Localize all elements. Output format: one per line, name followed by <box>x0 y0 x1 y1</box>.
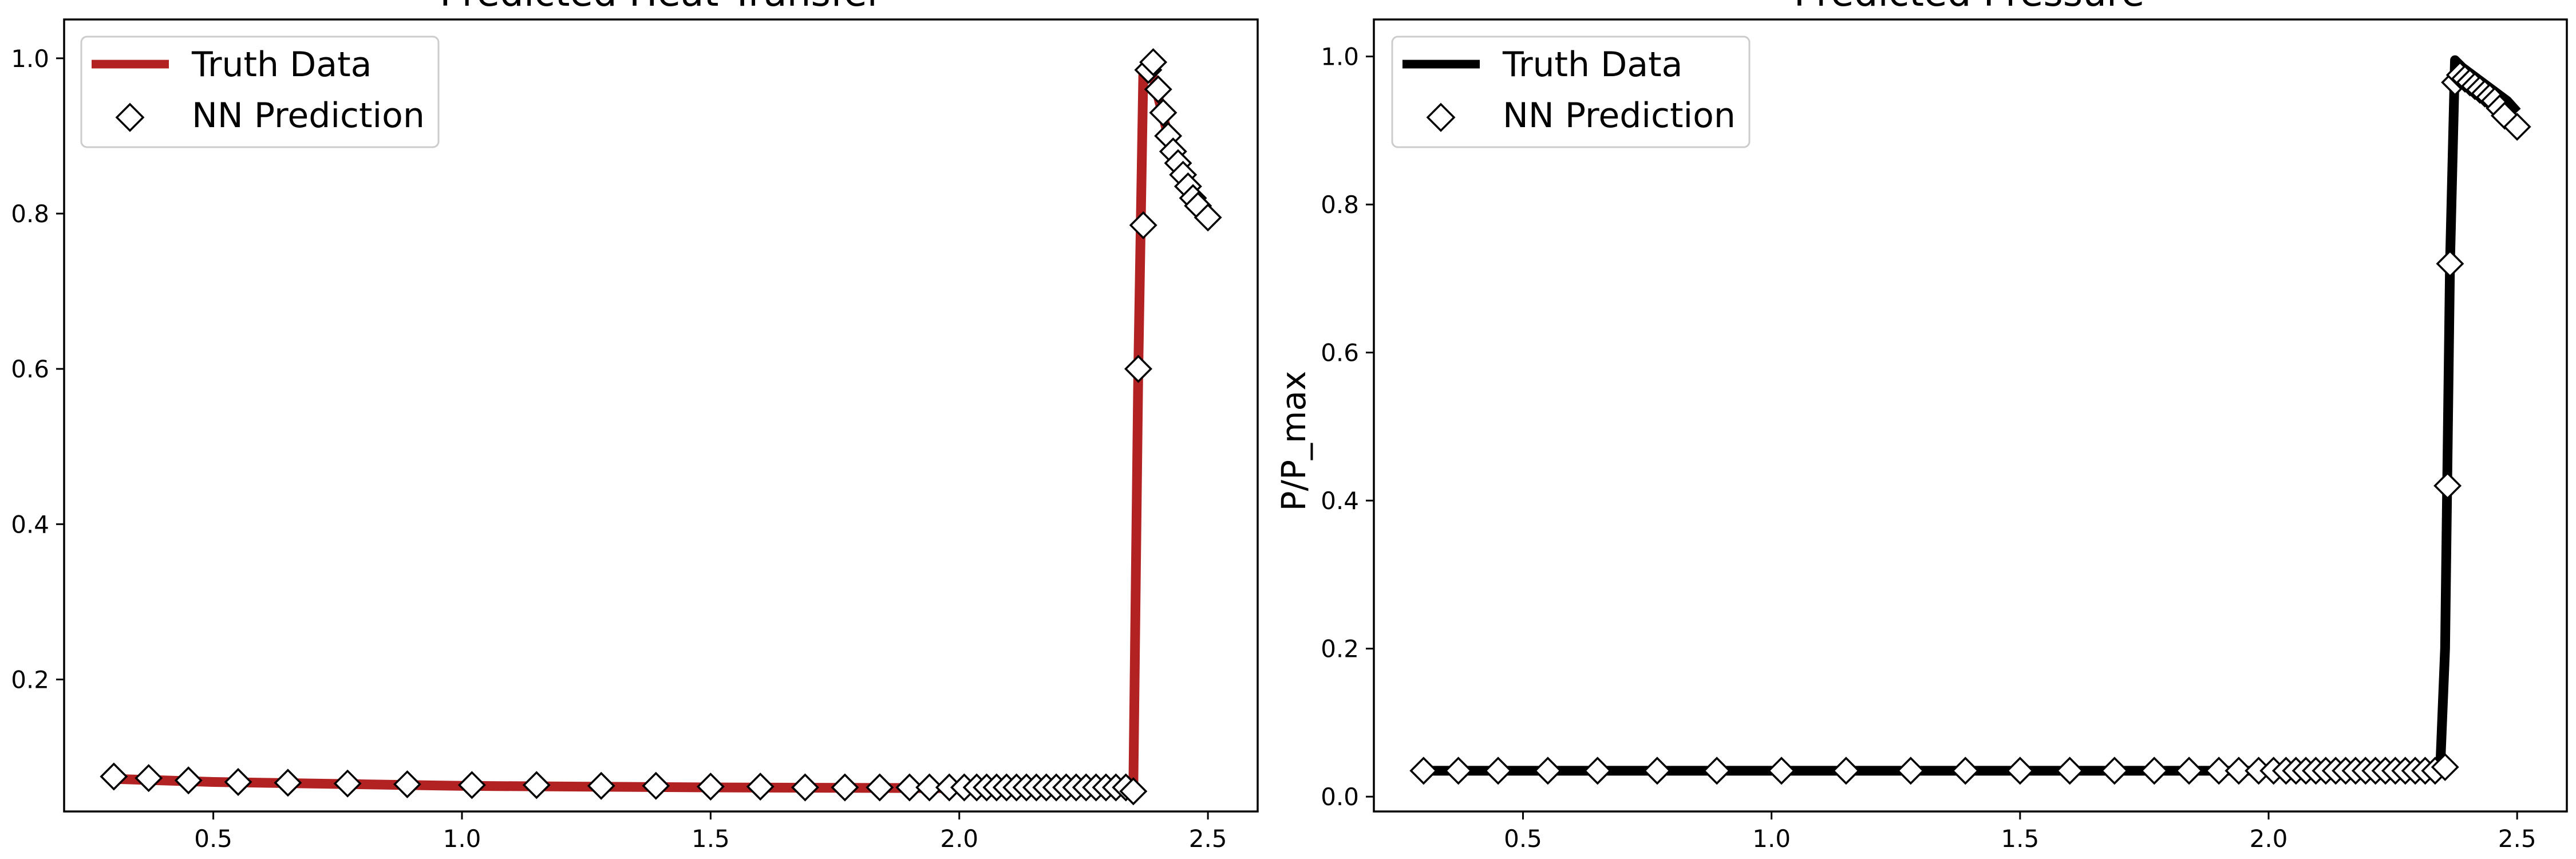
heat-transfer-nn-prediction-point <box>1124 354 1152 383</box>
heat-transfer-nn-prediction-point <box>895 773 924 802</box>
heat-transfer-axes-frame <box>63 18 1259 813</box>
pressure-x-tick-label: 2.0 <box>2250 825 2288 853</box>
pressure-nn-prediction-point <box>1444 756 1473 785</box>
heat-transfer-nn-prediction-point <box>915 773 944 802</box>
pressure-nn-prediction-point <box>2431 752 2459 781</box>
nn-prediction-legend-label: NN Prediction <box>1503 96 1736 136</box>
heat-transfer-nn-prediction-point <box>333 769 362 798</box>
pressure-nn-prediction-point <box>1583 756 1612 785</box>
pressure-y-tick-label: 0.4 <box>1321 487 1359 515</box>
heat-transfer-x-tick-label: 0.5 <box>194 825 232 853</box>
pressure-nn-prediction-point <box>1534 756 1562 785</box>
pressure-nn-prediction-point <box>1484 756 1512 785</box>
pressure-axes-frame <box>1373 18 2568 813</box>
pressure-y-tick-label: 0.6 <box>1321 339 1359 367</box>
pressure-nn-prediction-point <box>1767 756 1796 785</box>
pressure-nn-prediction-point <box>2056 756 2084 785</box>
heat-transfer-nn-prediction-point <box>1149 98 1178 127</box>
nn-prediction-legend-label: NN Prediction <box>192 96 425 136</box>
heat-transfer-x-tick-label: 1.0 <box>443 825 481 853</box>
pressure-nn-prediction-point <box>2100 756 2129 785</box>
heat-transfer-nn-prediction-point <box>791 773 819 802</box>
heat-transfer-title: Predicted Heat Transfer <box>440 0 883 15</box>
heat-transfer-nn-prediction-point <box>174 766 203 795</box>
pressure-nn-prediction-point <box>2225 756 2253 785</box>
pressure-y-tick-label: 0.2 <box>1321 635 1359 663</box>
pressure-y-tick-label: 1.0 <box>1321 43 1359 71</box>
heat-transfer-nn-prediction-point <box>1129 211 1157 239</box>
heat-transfer-nn-prediction-point <box>1119 777 1148 806</box>
heat-transfer-x-tick-label: 2.0 <box>940 825 978 853</box>
pressure-nn-prediction-point <box>1702 756 1731 785</box>
nn-prediction-legend-marker <box>115 103 145 132</box>
heat-transfer-y-tick-label: 0.2 <box>11 666 49 694</box>
heat-transfer-nn-prediction-point <box>522 771 551 799</box>
pressure-legend: Truth Data NN Prediction <box>1391 36 1751 148</box>
heat-transfer-plot-area: 0.5 1.0 1.5 2.0 2.5 0.2 0.4 0.6 0.8 1.0 <box>11 18 1259 853</box>
pressure-nn-prediction-point <box>1832 756 1860 785</box>
pressure-nn-prediction-point <box>1409 756 1438 785</box>
heat-transfer-nn-prediction-point <box>224 768 252 796</box>
pressure-plot-area: 0.5 1.0 1.5 2.0 2.5 0.0 0.2 0.4 0.6 0.8 1.0 <box>1321 18 2568 853</box>
pressure-x-tick-label: 2.5 <box>2498 825 2537 853</box>
heat-transfer-subplot: Predicted Heat Transfer 0.51.01.52.02.50… <box>11 0 1259 853</box>
heat-transfer-nn-prediction-point <box>1194 203 1222 232</box>
heat-transfer-x-tick-label: 2.5 <box>1189 825 1227 853</box>
heat-transfer-nn-prediction-point <box>1139 48 1168 77</box>
pressure-x-tick-label: 1.0 <box>1752 825 1791 853</box>
pressure-nn-prediction-point <box>2503 112 2531 141</box>
heat-transfer-nn-prediction-point <box>1144 75 1172 104</box>
heat-transfer-nn-prediction-point <box>746 773 775 801</box>
pressure-nn-prediction-point <box>2204 756 2233 785</box>
pressure-x-tick-label: 1.5 <box>2001 825 2039 853</box>
pressure-nn-prediction-point <box>2140 756 2168 785</box>
pressure-title: Predicted Pressure <box>1794 0 2145 15</box>
pressure-nn-prediction-point <box>2433 471 2462 500</box>
heat-transfer-nn-prediction-point <box>135 764 163 793</box>
heat-transfer-y-tick-label: 1.0 <box>11 45 49 73</box>
pressure-nn-prediction-point <box>1897 756 1925 785</box>
pressure-y-tick-label: 0.0 <box>1321 783 1359 811</box>
heat-transfer-nn-prediction-point <box>100 762 128 791</box>
heat-transfer-nn-prediction-point <box>457 771 486 799</box>
pressure-nn-prediction-point <box>2006 756 2034 785</box>
heat-transfer-nn-prediction-point <box>696 773 725 801</box>
pressure-nn-prediction-point <box>2436 250 2464 278</box>
heat-transfer-y-tick-label: 0.4 <box>11 510 49 538</box>
truth-data-legend-label: Truth Data <box>191 45 372 85</box>
pressure-x-tick-label: 0.5 <box>1504 825 1542 853</box>
pressure-nn-prediction-point <box>1951 756 1980 785</box>
heat-transfer-y-tick-label: 0.6 <box>11 355 49 383</box>
heat-transfer-nn-prediction-point <box>274 769 302 797</box>
heat-transfer-y-tick-label: 0.8 <box>11 200 49 228</box>
heat-transfer-legend-frame <box>80 36 440 148</box>
truth-data-legend-label: Truth Data <box>1502 45 1682 85</box>
heat-transfer-nn-prediction-point <box>587 771 615 800</box>
heat-transfer-nn-prediction-point <box>642 771 670 800</box>
pressure-nn-prediction-point <box>2175 756 2203 785</box>
pressure-y-tick-label: 0.8 <box>1321 191 1359 219</box>
heat-transfer-x-tick-label: 1.5 <box>692 825 730 853</box>
heat-transfer-nn-prediction-point <box>393 770 421 799</box>
pressure-nn-prediction-point <box>1643 756 1672 785</box>
pressure-legend-frame <box>1391 36 1751 148</box>
pressure-subplot: Predicted Pressure P/P_max 0.5 1.0 1.5 2.0 2… <box>1274 0 2568 853</box>
pressure-y-axis-label: P/P_max <box>1274 371 1313 511</box>
heat-transfer-nn-prediction-point <box>866 773 894 802</box>
heat-transfer-nn-prediction-point <box>831 773 859 802</box>
heat-transfer-legend: Truth Data NN Prediction <box>80 36 440 148</box>
nn-prediction-legend-marker <box>1426 103 1456 132</box>
